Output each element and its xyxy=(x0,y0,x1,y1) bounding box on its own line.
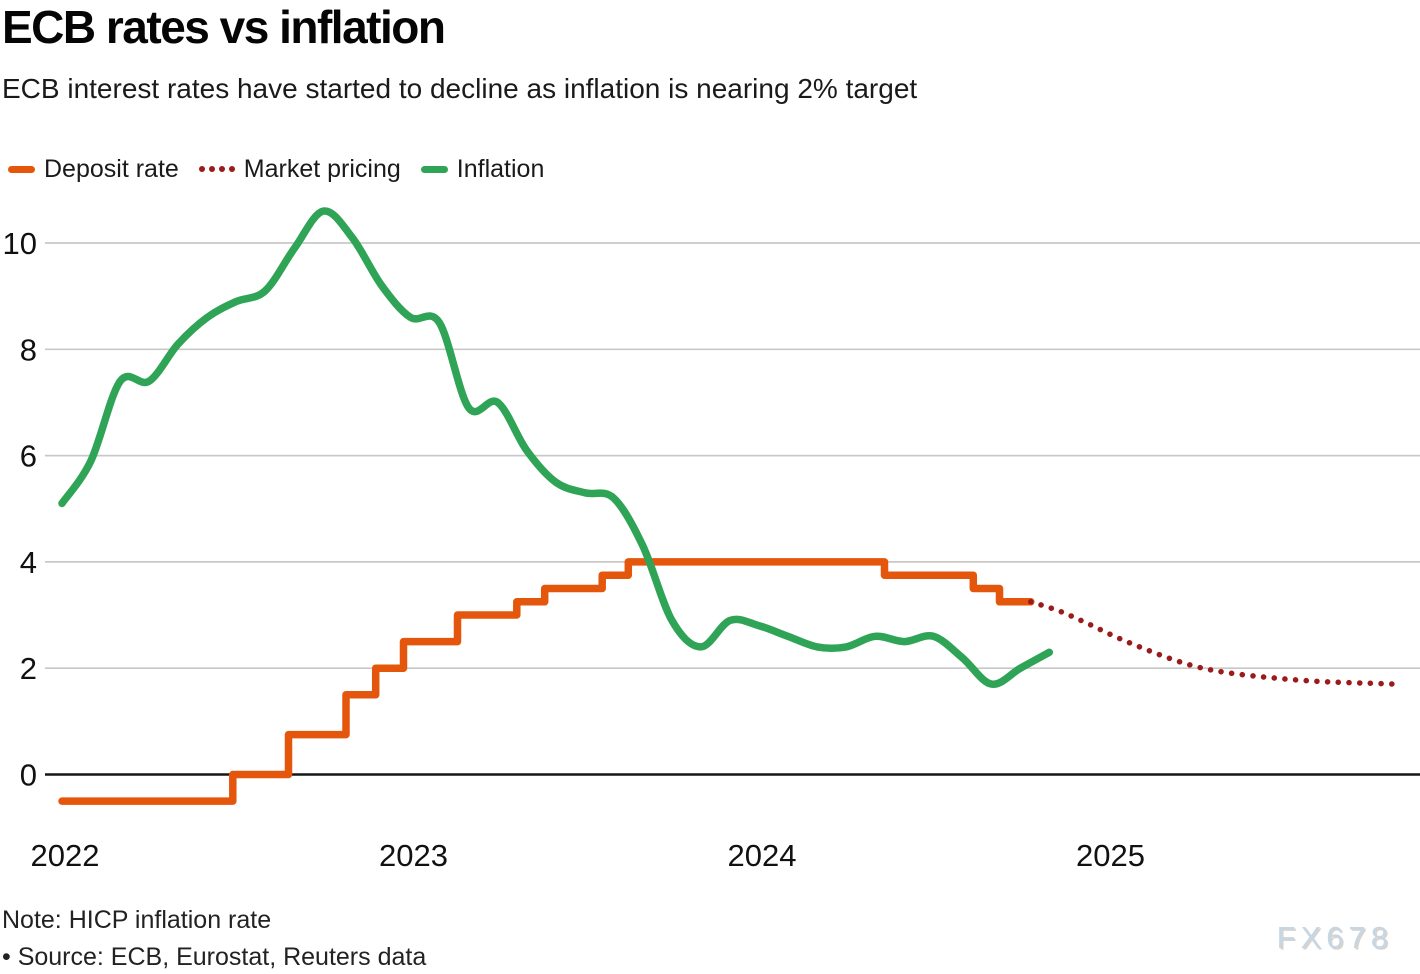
y-tick-label: 10 xyxy=(3,226,37,261)
y-tick-label: 2 xyxy=(20,651,37,686)
x-tick-label: 2022 xyxy=(31,838,100,873)
legend-item-deposit-rate: Deposit rate xyxy=(8,155,179,184)
note-line: Note: HICP inflation rate xyxy=(2,906,272,934)
y-tick-label: 4 xyxy=(20,545,37,580)
y-tick-label: 0 xyxy=(20,758,37,793)
market-pricing-dots-icon xyxy=(198,166,235,172)
x-tick-label: 2024 xyxy=(728,838,797,873)
inflation-swatch-icon xyxy=(420,165,448,173)
x-tick-label: 2025 xyxy=(1076,838,1145,873)
legend-label-inflation: Inflation xyxy=(456,154,545,183)
source-line: • Source: ECB, Eurostat, Reuters data xyxy=(2,943,427,971)
y-tick-label: 6 xyxy=(20,439,37,474)
fx678-watermark: FX678 xyxy=(1276,920,1393,955)
x-tick-label: 2023 xyxy=(379,838,448,873)
chart-footnotes: Note: HICP inflation rate • Source: ECB,… xyxy=(2,902,426,974)
page-subtitle: ECB interest rates have started to decli… xyxy=(2,73,918,104)
inflation-line xyxy=(58,207,1054,688)
deposit-rate-line xyxy=(58,558,1035,805)
market-pricing-line xyxy=(1028,599,1397,687)
deposit-rate-swatch-icon xyxy=(8,165,35,173)
legend-label-deposit-rate: Deposit rate xyxy=(44,154,179,183)
y-tick-label: 8 xyxy=(20,332,37,367)
legend-item-inflation: Inflation xyxy=(420,154,545,184)
legend-label-market-pricing: Market pricing xyxy=(243,154,401,183)
legend: Deposit rate Market pricing Inflation xyxy=(8,151,544,187)
legend-item-market-pricing: Market pricing xyxy=(198,154,401,184)
page-title: ECB rates vs inflation xyxy=(2,1,446,53)
